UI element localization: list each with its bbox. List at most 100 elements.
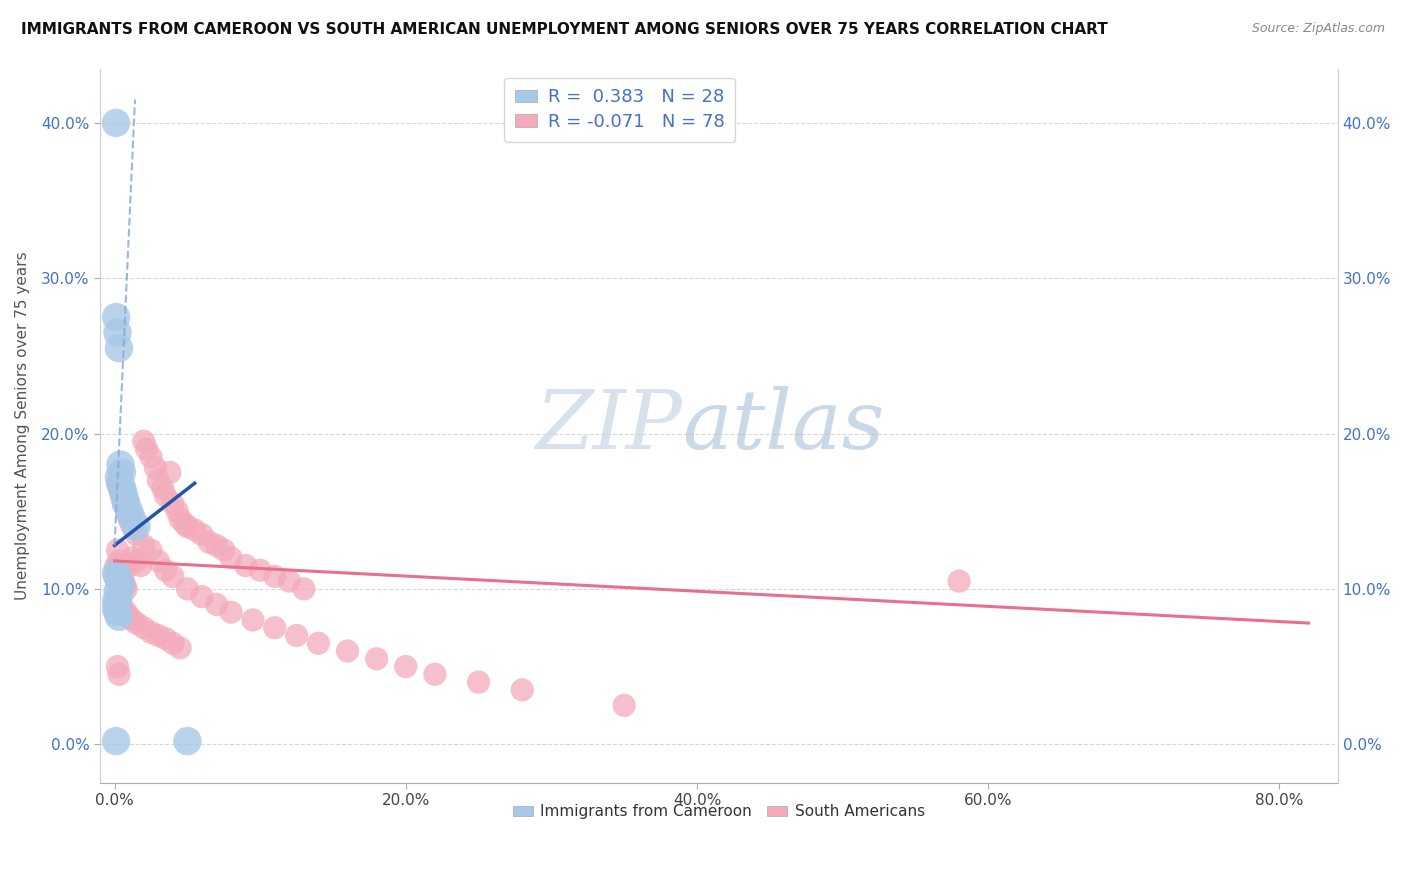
Point (162, 569, 184, 583)
Point (118, 504, 141, 518)
Point (110, 563, 132, 577)
Point (108, 610, 131, 624)
Point (115, 504, 138, 518)
Point (219, 605, 242, 619)
Point (110, 476, 132, 491)
Point (115, 605, 138, 619)
Text: ZIP: ZIP (534, 385, 682, 466)
Point (166, 504, 188, 518)
Text: Source: ZipAtlas.com: Source: ZipAtlas.com (1251, 22, 1385, 36)
Point (467, 675, 489, 690)
Point (148, 554, 170, 568)
Point (143, 460, 166, 475)
Point (212, 543, 235, 558)
Point (112, 485, 135, 500)
Point (125, 615, 148, 630)
Point (205, 598, 228, 612)
Point (108, 341, 131, 355)
Point (112, 496, 135, 510)
Point (105, 602, 128, 616)
Point (395, 659, 418, 673)
Point (107, 326, 129, 340)
Point (162, 496, 184, 510)
Point (105, 558, 128, 573)
Point (135, 442, 157, 456)
Point (132, 621, 155, 635)
Point (263, 569, 285, 583)
Point (510, 682, 533, 697)
Point (110, 485, 132, 500)
Point (108, 598, 131, 612)
Point (118, 558, 141, 573)
Point (219, 550, 242, 565)
Point (108, 667, 131, 681)
Point (121, 550, 143, 565)
Point (132, 538, 155, 552)
Point (108, 470, 131, 484)
Point (169, 640, 191, 655)
Point (105, 566, 128, 581)
Point (162, 636, 184, 650)
Point (613, 698, 636, 713)
Point (152, 481, 174, 495)
Point (111, 481, 134, 495)
Point (191, 527, 214, 541)
Point (132, 434, 155, 449)
Point (111, 466, 134, 480)
Point (139, 543, 162, 558)
Point (125, 520, 148, 534)
Text: IMMIGRANTS FROM CAMEROON VS SOUTH AMERICAN UNEMPLOYMENT AMONG SENIORS OVER 75 YE: IMMIGRANTS FROM CAMEROON VS SOUTH AMERIC… (21, 22, 1108, 37)
Point (121, 520, 143, 534)
Legend: Immigrants from Cameroon, South Americans: Immigrants from Cameroon, South American… (506, 798, 931, 825)
Point (115, 496, 138, 510)
Point (235, 558, 257, 573)
Point (249, 563, 271, 577)
Point (111, 569, 134, 583)
Point (107, 605, 129, 619)
Point (285, 628, 308, 642)
Point (110, 458, 132, 472)
Point (176, 520, 198, 534)
Point (115, 582, 138, 596)
Point (173, 516, 195, 531)
Point (148, 473, 170, 487)
Point (108, 554, 131, 568)
Point (155, 632, 177, 646)
Point (107, 569, 129, 583)
Point (121, 613, 143, 627)
Point (307, 636, 329, 650)
Point (107, 543, 129, 558)
Point (159, 466, 181, 480)
Point (169, 512, 191, 526)
Point (336, 644, 359, 658)
Point (108, 590, 131, 604)
Point (176, 582, 198, 596)
Point (107, 476, 129, 491)
Point (198, 535, 221, 549)
Point (278, 574, 301, 588)
Point (118, 610, 141, 624)
Point (108, 574, 131, 588)
Point (139, 625, 162, 640)
Point (110, 579, 132, 593)
Point (155, 563, 177, 577)
Point (105, 594, 128, 608)
Point (242, 613, 264, 627)
Point (263, 621, 285, 635)
Point (176, 734, 198, 748)
Point (107, 585, 129, 599)
Y-axis label: Unemployment Among Seniors over 75 years: Unemployment Among Seniors over 75 years (15, 252, 30, 600)
Point (148, 628, 170, 642)
Point (948, 574, 970, 588)
Point (129, 558, 152, 573)
Point (107, 598, 129, 612)
Point (107, 659, 129, 673)
Point (183, 523, 205, 537)
Point (111, 600, 134, 615)
Point (114, 491, 136, 506)
Point (105, 116, 128, 130)
Point (121, 512, 143, 526)
Point (423, 667, 446, 681)
Text: atlas: atlas (682, 385, 884, 466)
Point (139, 450, 162, 464)
